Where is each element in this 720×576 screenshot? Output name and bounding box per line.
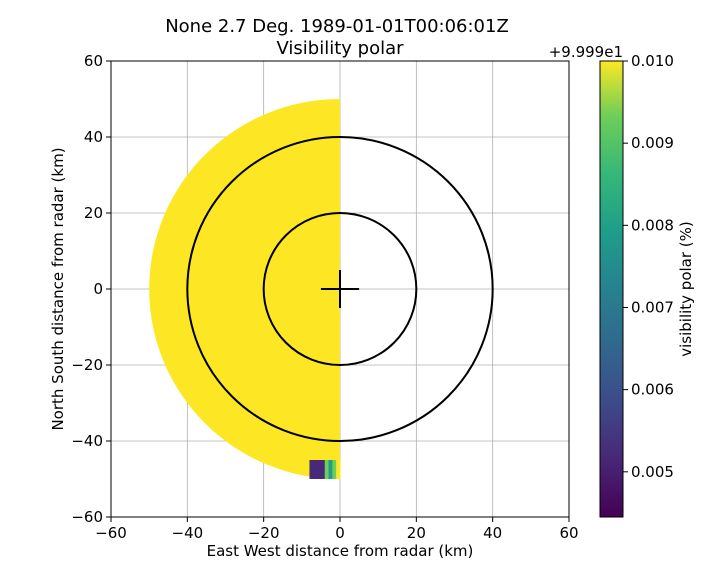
patch-cell-1 bbox=[313, 460, 318, 479]
y-axis-label: North South distance from radar (km) bbox=[49, 147, 67, 430]
x-tick-label-4: 20 bbox=[407, 524, 426, 542]
chart-subtitle: Visibility polar bbox=[276, 38, 404, 59]
range-rings bbox=[186, 136, 494, 442]
colorbar-tick-label-2: 0.007 bbox=[631, 298, 674, 316]
plot-area: −60 −40 −20 0 20 40 60 −60 −40 −20 0 20 40 60 bbox=[71, 52, 578, 542]
patch-cell-7 bbox=[336, 460, 341, 479]
x-tick-label-1: −40 bbox=[172, 524, 204, 542]
colorbar-ticks: 0.005 0.006 0.007 0.008 0.009 0.010 bbox=[623, 52, 674, 481]
colorbar-frame bbox=[599, 60, 624, 518]
patch-cell-0 bbox=[309, 460, 314, 479]
patch-cell-4 bbox=[324, 460, 330, 479]
x-tick-label-5: 40 bbox=[483, 524, 502, 542]
patch-cell-2 bbox=[317, 460, 322, 479]
x-axis-label: East West distance from radar (km) bbox=[207, 542, 474, 560]
y-tick-label-2: −20 bbox=[71, 356, 103, 374]
data-sector bbox=[149, 99, 340, 479]
x-tick-label-2: −20 bbox=[248, 524, 280, 542]
colorbar-tick-label-1: 0.006 bbox=[631, 381, 674, 399]
patch-cell-5 bbox=[328, 460, 333, 479]
patch-cell-6 bbox=[332, 460, 337, 479]
x-tick-label-3: 0 bbox=[335, 524, 345, 542]
chart-title-group: None 2.7 Deg. 1989-01-01T00:06:01Z Visib… bbox=[165, 16, 509, 59]
colorbar-tick-label-3: 0.008 bbox=[631, 216, 674, 234]
y-tick-label-3: 0 bbox=[93, 280, 103, 298]
y-tick-label-6: 60 bbox=[84, 52, 103, 70]
chart-title: None 2.7 Deg. 1989-01-01T00:06:01Z bbox=[165, 16, 509, 37]
x-tick-label-0: −60 bbox=[95, 524, 127, 542]
y-tick-label-5: 40 bbox=[84, 128, 103, 146]
y-axis-ticks: −60 −40 −20 0 20 40 60 bbox=[71, 52, 111, 526]
colorbar-tick-label-5: 0.010 bbox=[631, 52, 674, 70]
colorbar-label: visibility polar (%) bbox=[677, 221, 695, 357]
patch-cell-3 bbox=[320, 460, 326, 479]
colorbar-offset-text: +9.999e1 bbox=[549, 43, 623, 61]
data-layer bbox=[149, 99, 341, 479]
colorbar: +9.999e1 0.0050.0060.0070.0080.0090.010 … bbox=[549, 43, 695, 518]
y-tick-label-0: −60 bbox=[71, 508, 103, 526]
x-tick-label-6: 60 bbox=[559, 524, 578, 542]
y-tick-label-1: −40 bbox=[71, 432, 103, 450]
range-ring-0 bbox=[262, 212, 418, 366]
y-tick-label-4: 20 bbox=[84, 204, 103, 222]
colorbar-tick-label-0: 0.005 bbox=[631, 463, 674, 481]
colorbar-tick-label-4: 0.009 bbox=[631, 134, 674, 152]
range-ring-1 bbox=[186, 136, 494, 442]
colorbar-gradient bbox=[600, 61, 623, 517]
x-axis-ticks: −60 −40 −20 0 20 40 60 bbox=[95, 517, 579, 542]
